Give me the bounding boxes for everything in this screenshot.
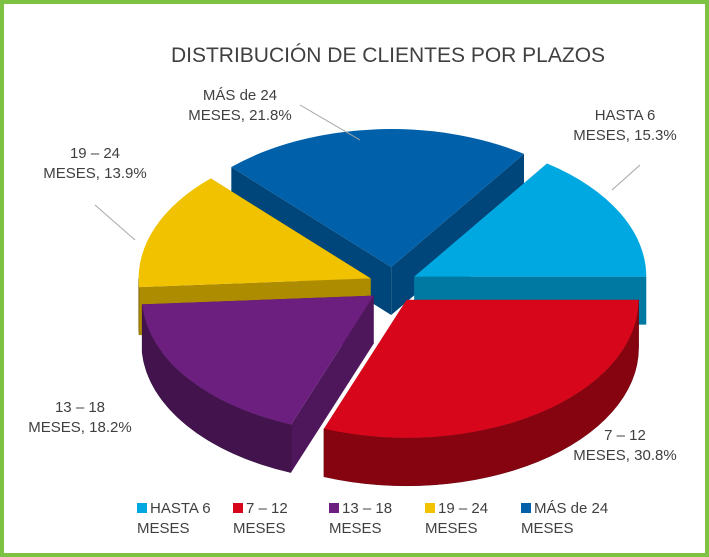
- legend-swatch: [137, 503, 147, 513]
- slice-top: [138, 178, 371, 288]
- data-label: HASTA 6 MESES, 15.3%: [573, 107, 676, 144]
- legend-swatch: [425, 503, 435, 513]
- data-label: MÁS de 24 MESES, 21.8%: [188, 87, 291, 124]
- legend-swatch: [521, 503, 531, 513]
- chart-title: DISTRIBUCIÓN DE CLIENTES POR PLAZOS: [171, 44, 605, 67]
- legend-label: MÁS de 24 MESES: [521, 500, 608, 537]
- slice-top: [414, 163, 647, 277]
- legend-label: 19 – 24 MESES: [425, 500, 488, 537]
- legend-swatch: [329, 503, 339, 513]
- legend-label: HASTA 6 MESES: [137, 500, 211, 537]
- legend-label: 7 – 12 MESES: [233, 500, 288, 537]
- data-label: 7 – 12 MESES, 30.8%: [573, 427, 676, 464]
- data-label: 19 – 24 MESES, 13.9%: [43, 145, 146, 182]
- slice-top: [323, 299, 639, 438]
- slice-top: [142, 295, 374, 425]
- slice: [141, 295, 374, 473]
- slice: [323, 299, 639, 487]
- leader-line: [611, 164, 641, 191]
- legend-swatch: [233, 503, 243, 513]
- slice-side: [141, 304, 292, 473]
- data-label: 13 – 18 MESES, 18.2%: [28, 399, 131, 436]
- slice-wall: [290, 295, 374, 473]
- leader-line: [299, 104, 361, 141]
- slice-top: [231, 129, 524, 268]
- legend-label: 13 – 18 MESES: [329, 500, 392, 537]
- leader-line: [94, 204, 136, 241]
